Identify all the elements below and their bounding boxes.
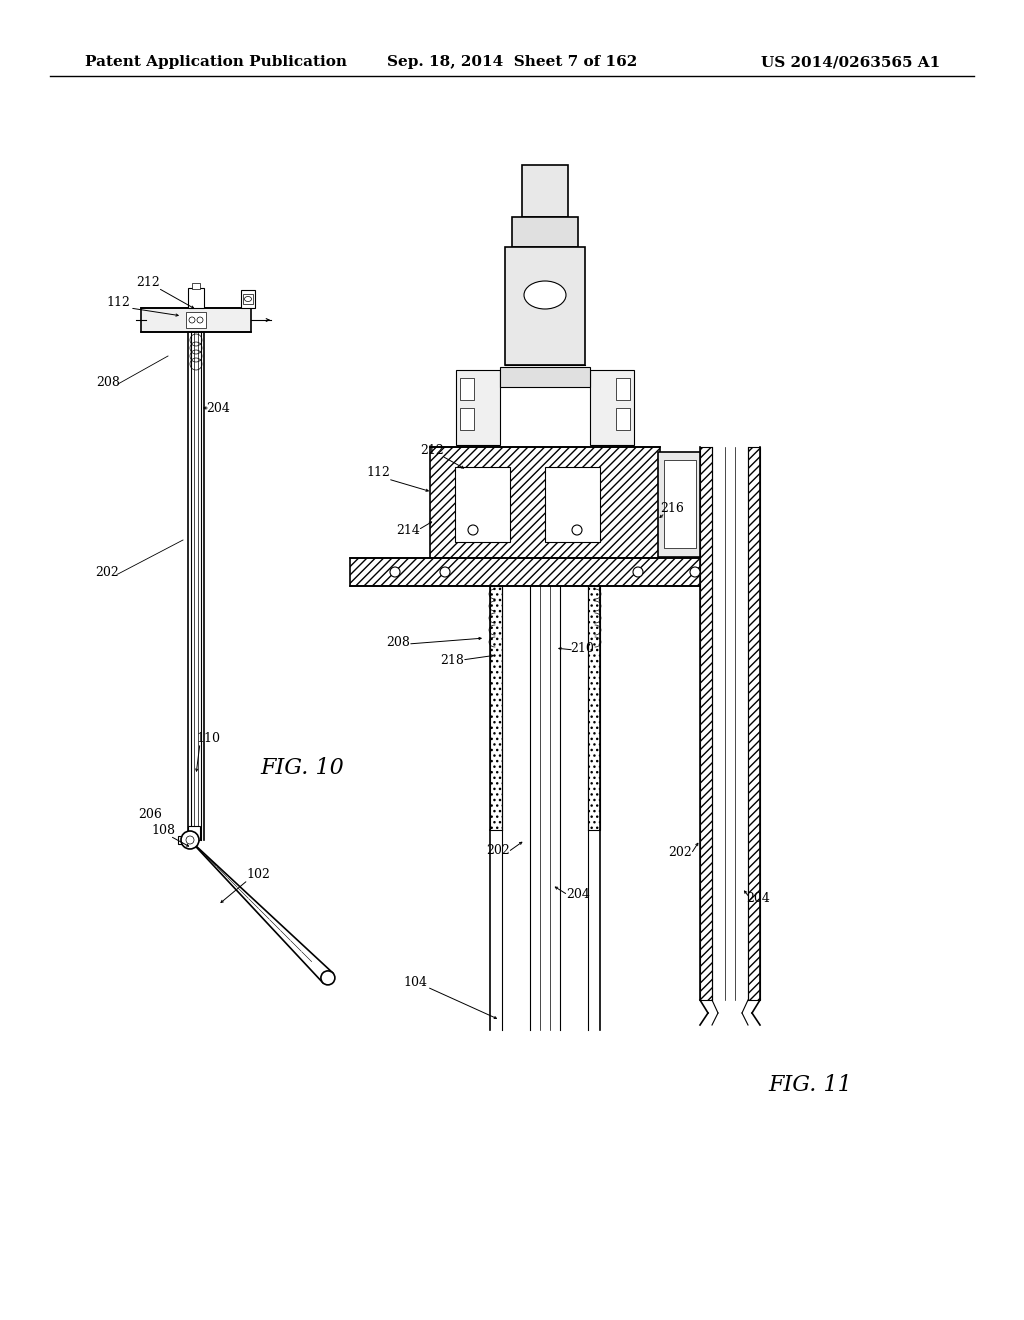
Bar — [193, 282, 200, 289]
Circle shape — [189, 317, 195, 323]
Text: 216: 216 — [660, 502, 684, 515]
Bar — [522, 165, 568, 216]
Text: 108: 108 — [151, 824, 175, 837]
Text: 218: 218 — [440, 653, 464, 667]
Text: 212: 212 — [420, 444, 443, 457]
Text: 210: 210 — [570, 642, 594, 655]
Text: 104: 104 — [403, 975, 427, 989]
Circle shape — [197, 317, 203, 323]
Bar — [664, 459, 696, 548]
Ellipse shape — [245, 297, 252, 301]
Text: 204: 204 — [746, 891, 770, 904]
Circle shape — [572, 525, 582, 535]
Text: 112: 112 — [106, 296, 130, 309]
Text: Patent Application Publication: Patent Application Publication — [85, 55, 347, 69]
Bar — [241, 290, 255, 308]
Ellipse shape — [524, 281, 566, 309]
Bar — [460, 378, 474, 400]
Text: FIG. 10: FIG. 10 — [260, 756, 344, 779]
Bar — [178, 836, 184, 843]
Bar — [430, 447, 660, 562]
Bar — [590, 370, 634, 445]
Bar — [700, 447, 712, 1001]
Text: Sep. 18, 2014  Sheet 7 of 162: Sep. 18, 2014 Sheet 7 of 162 — [387, 55, 637, 69]
Bar — [188, 826, 200, 840]
Text: 208: 208 — [96, 375, 120, 388]
Text: 206: 206 — [138, 808, 162, 821]
Bar — [243, 294, 253, 304]
Bar — [188, 288, 204, 308]
Bar — [460, 408, 474, 430]
Bar — [545, 467, 600, 543]
Text: 208: 208 — [386, 635, 410, 648]
Text: 204: 204 — [206, 401, 230, 414]
Text: FIG. 11: FIG. 11 — [768, 1074, 852, 1096]
Text: 214: 214 — [396, 524, 420, 536]
Circle shape — [321, 972, 335, 985]
Text: 212: 212 — [136, 276, 160, 289]
Bar — [505, 247, 585, 366]
Circle shape — [390, 568, 400, 577]
Text: 202: 202 — [668, 846, 692, 858]
Bar — [490, 586, 502, 830]
Circle shape — [468, 525, 478, 535]
Text: 204: 204 — [566, 888, 590, 902]
Circle shape — [690, 568, 700, 577]
Bar — [616, 408, 630, 430]
Bar — [455, 467, 510, 543]
Bar — [588, 586, 600, 830]
Circle shape — [633, 568, 643, 577]
Circle shape — [181, 832, 199, 849]
Text: 202: 202 — [95, 565, 119, 578]
Text: 102: 102 — [246, 869, 270, 882]
Bar — [456, 370, 500, 445]
Bar — [748, 447, 760, 1001]
Bar — [616, 378, 630, 400]
Circle shape — [186, 836, 194, 843]
Bar — [512, 216, 578, 247]
Text: 112: 112 — [366, 466, 390, 479]
Text: US 2014/0263565 A1: US 2014/0263565 A1 — [761, 55, 940, 69]
Circle shape — [440, 568, 450, 577]
Text: 110: 110 — [196, 731, 220, 744]
Bar — [186, 312, 206, 327]
Bar — [658, 451, 706, 557]
Bar — [350, 558, 710, 586]
Text: 202: 202 — [486, 843, 510, 857]
Bar — [500, 367, 590, 387]
Bar — [141, 308, 251, 333]
